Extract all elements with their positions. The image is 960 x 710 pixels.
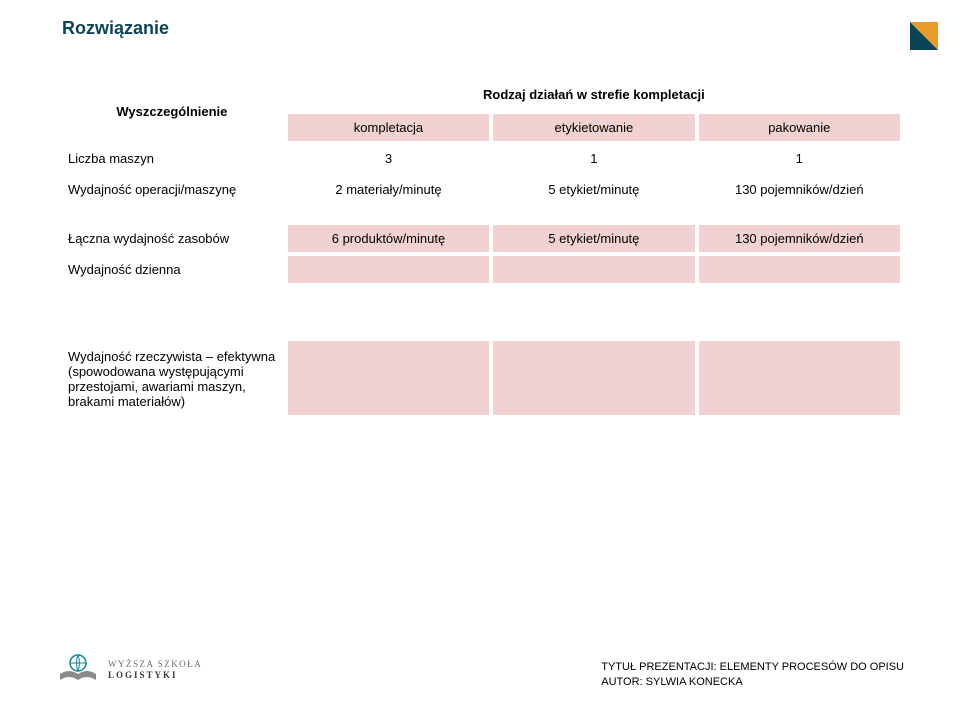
footer-credit: TYTUŁ PREZENTACJI: ELEMENTY PROCESÓW DO … <box>601 660 904 690</box>
cell <box>493 256 694 283</box>
logo-icon <box>56 650 100 690</box>
row-gap <box>60 323 900 337</box>
row-gap <box>60 305 900 319</box>
footer: WYŻSZA SZKOŁA LOGISTYKI TYTUŁ PREZENTACJ… <box>56 650 904 690</box>
footer-line-2: AUTOR: SYLWIA KONECKA <box>601 675 904 690</box>
page-title: Rozwiązanie <box>0 0 960 39</box>
row-label: Wydajność dzienna <box>60 256 284 283</box>
cell: 6 produktów/minutę <box>288 225 489 252</box>
table-header-row-1: Wyszczególnienie Rodzaj działań w strefi… <box>60 81 900 110</box>
content-area: Wyszczególnienie Rodzaj działań w strefi… <box>0 39 960 419</box>
row-label-header: Wyszczególnienie <box>60 81 284 141</box>
col-header: etykietowanie <box>493 114 694 141</box>
row-label: Łączna wydajność zasobów <box>60 225 284 252</box>
cell: 3 <box>288 145 489 172</box>
cell: 1 <box>699 145 900 172</box>
row-label: Wydajność rzeczywista – efektywna (spowo… <box>60 341 284 415</box>
row-label: Wydajność operacji/maszynę <box>60 176 284 203</box>
cell <box>699 256 900 283</box>
cell <box>493 341 694 415</box>
cell <box>288 341 489 415</box>
table-row: Liczba maszyn 3 1 1 <box>60 145 900 172</box>
corner-badge <box>910 22 938 55</box>
cell: 130 pojemników/dzień <box>699 225 900 252</box>
col-header: kompletacja <box>288 114 489 141</box>
data-table: Wyszczególnienie Rodzaj działań w strefi… <box>56 77 904 419</box>
footer-line-1: TYTUŁ PREZENTACJI: ELEMENTY PROCESÓW DO … <box>601 660 904 675</box>
table-row: Wydajność dzienna <box>60 256 900 283</box>
logo-text: WYŻSZA SZKOŁA LOGISTYKI <box>108 659 202 681</box>
logo: WYŻSZA SZKOŁA LOGISTYKI <box>56 650 202 690</box>
cell <box>288 256 489 283</box>
table-row: Łączna wydajność zasobów 6 produktów/min… <box>60 225 900 252</box>
table-row: Wydajność rzeczywista – efektywna (spowo… <box>60 341 900 415</box>
cell: 130 pojemników/dzień <box>699 176 900 203</box>
row-gap <box>60 207 900 221</box>
merged-column-header: Rodzaj działań w strefie kompletacji <box>288 81 900 110</box>
cell: 2 materiały/minutę <box>288 176 489 203</box>
logo-line-1: WYŻSZA SZKOŁA <box>108 659 202 670</box>
logo-line-2: LOGISTYKI <box>108 670 202 681</box>
col-header: pakowanie <box>699 114 900 141</box>
row-label: Liczba maszyn <box>60 145 284 172</box>
cell: 5 etykiet/minutę <box>493 176 694 203</box>
cell: 5 etykiet/minutę <box>493 225 694 252</box>
cell: 1 <box>493 145 694 172</box>
row-gap <box>60 287 900 301</box>
cell <box>699 341 900 415</box>
table-row: Wydajność operacji/maszynę 2 materiały/m… <box>60 176 900 203</box>
